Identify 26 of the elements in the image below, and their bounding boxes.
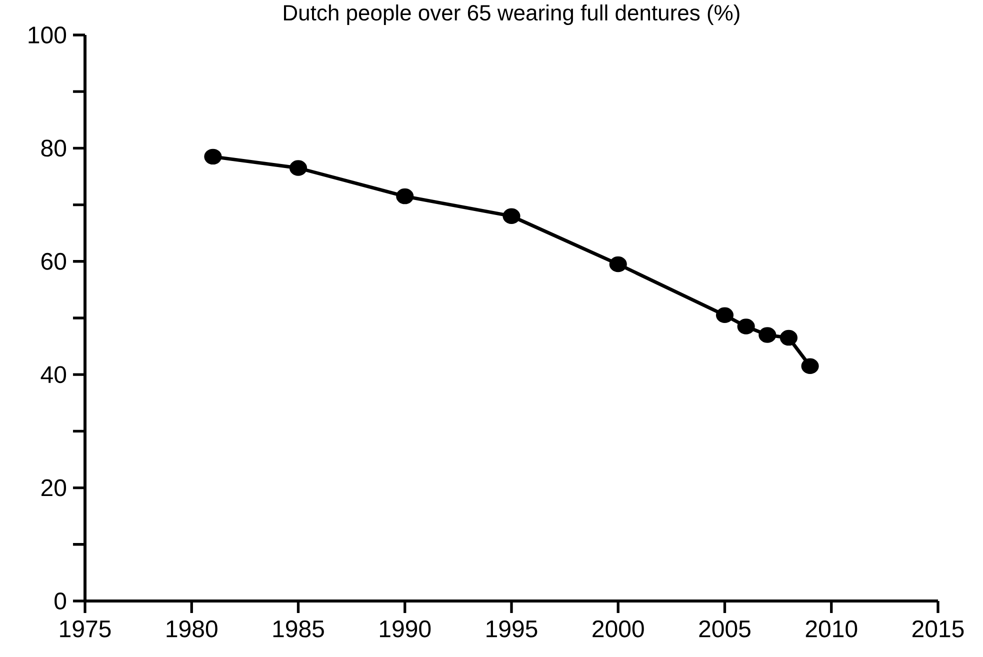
point — [396, 188, 414, 204]
x-tick-label: 1990 — [380, 620, 431, 638]
y-tick-label: 0 — [54, 592, 66, 610]
x-tick-label: 2005 — [699, 620, 750, 638]
point — [502, 208, 520, 224]
point — [609, 256, 627, 272]
point — [801, 358, 819, 374]
x-tick-label: 2015 — [912, 620, 964, 638]
x-tick-label: 1985 — [273, 620, 324, 638]
point — [289, 160, 308, 176]
y-tick-label: 100 — [28, 26, 66, 44]
y-tick-label: 20 — [41, 479, 66, 496]
x-tick-label: 1980 — [166, 620, 218, 638]
point — [716, 307, 734, 324]
x-tick-label: 1995 — [486, 620, 538, 638]
point — [204, 148, 222, 165]
y-tick-label: 40 — [40, 366, 66, 384]
point — [758, 327, 776, 343]
x-tick-label: 2010 — [806, 620, 858, 638]
x-tick-label: 2000 — [592, 620, 644, 638]
point — [780, 330, 798, 346]
chart-title: Dutch people over 65 wearing full dentures (%) — [284, 4, 740, 25]
point — [737, 318, 755, 334]
y-tick-label: 80 — [41, 140, 66, 157]
x-tick-label: 1975 — [60, 620, 111, 638]
y-tick-label: 60 — [41, 252, 66, 270]
